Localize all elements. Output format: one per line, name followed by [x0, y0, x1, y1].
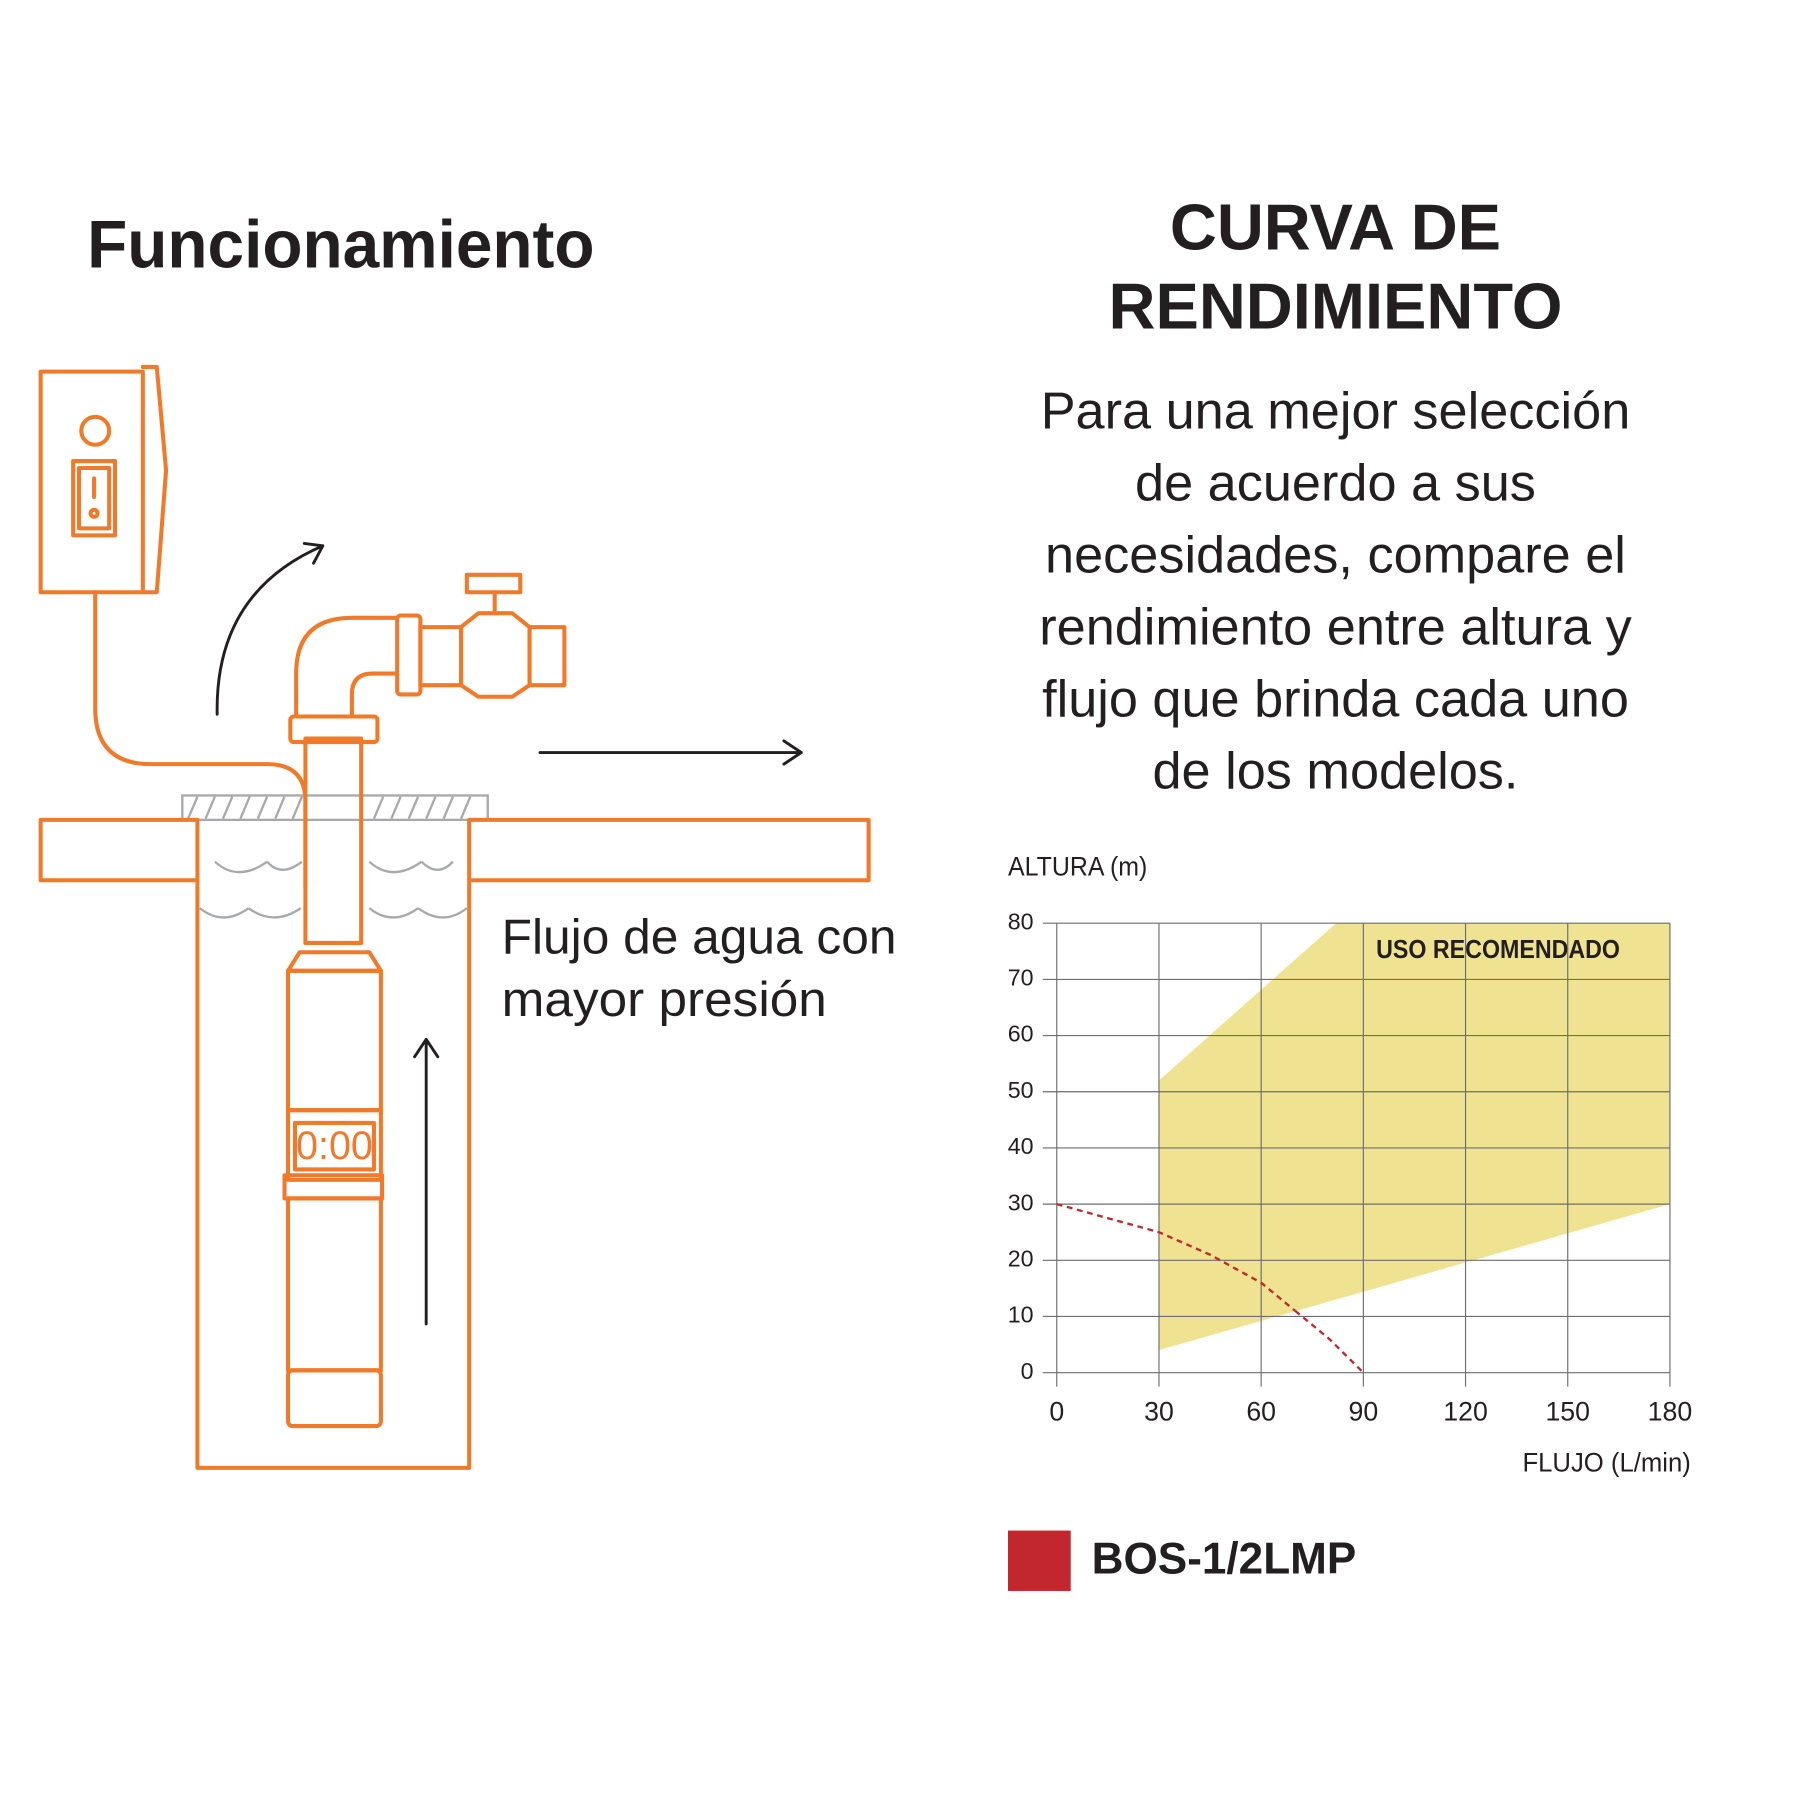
x-tick-label: 90 [1349, 1396, 1379, 1426]
pump-diagram: 0:00 [38, 364, 871, 1470]
chart-title: CURVA DE [1170, 190, 1501, 263]
description: Para una mejor selección de acuerdo a sus… [1039, 382, 1632, 800]
x-tick-label: 150 [1545, 1396, 1590, 1426]
caption: mayor presión [502, 973, 827, 1027]
y-tick-label: 20 [1008, 1245, 1034, 1271]
x-tick-label: 120 [1443, 1396, 1488, 1426]
description-line: rendimiento entre altura y [1039, 598, 1632, 656]
x-axis-label: FLUJO (L/min) [1522, 1447, 1690, 1477]
x-tick-label: 60 [1246, 1396, 1276, 1426]
y-tick-label: 50 [1008, 1077, 1034, 1103]
x-tick-label: 0 [1049, 1396, 1064, 1426]
section-title: Funcionamiento [87, 207, 594, 282]
x-tick-label: 30 [1144, 1396, 1174, 1426]
y-axis-label: ALTURA (m) [1008, 852, 1147, 882]
chart: USO RECOMENDADO 0 10 20 30 40 50 60 70 80 0 30 60 90 1… [1008, 852, 1692, 1591]
legend-label: BOS-1/2LMP [1092, 1535, 1357, 1584]
x-tick-label: 180 [1648, 1396, 1693, 1426]
description-line: Para una mejor selección [1041, 382, 1631, 440]
y-tick-label: 0 [1021, 1358, 1034, 1384]
recommended-area [1158, 923, 1670, 1351]
caption: Flujo de agua con [502, 911, 897, 965]
performance-curve [1294, 1309, 1365, 1374]
y-tick-label: 10 [1008, 1302, 1034, 1328]
description-line: flujo que brinda cada uno [1042, 670, 1629, 728]
y-tick-label: 30 [1008, 1189, 1034, 1215]
y-tick-label: 70 [1008, 965, 1034, 991]
description-line: de acuerdo a sus [1135, 454, 1536, 512]
pump-icon: 0:00 [296, 1124, 373, 1168]
legend-swatch [1008, 1530, 1071, 1591]
chart-title: RENDIMIENTO [1109, 269, 1563, 342]
description-line: necesidades, compare el [1045, 526, 1626, 584]
performance-curve [1056, 1202, 1296, 1312]
y-tick-label: 40 [1008, 1133, 1034, 1159]
area-label: USO RECOMENDADO [1376, 936, 1620, 964]
y-tick-label: 60 [1008, 1021, 1034, 1047]
description-line: de los modelos. [1152, 742, 1518, 800]
y-tick-label: 80 [1008, 908, 1034, 934]
